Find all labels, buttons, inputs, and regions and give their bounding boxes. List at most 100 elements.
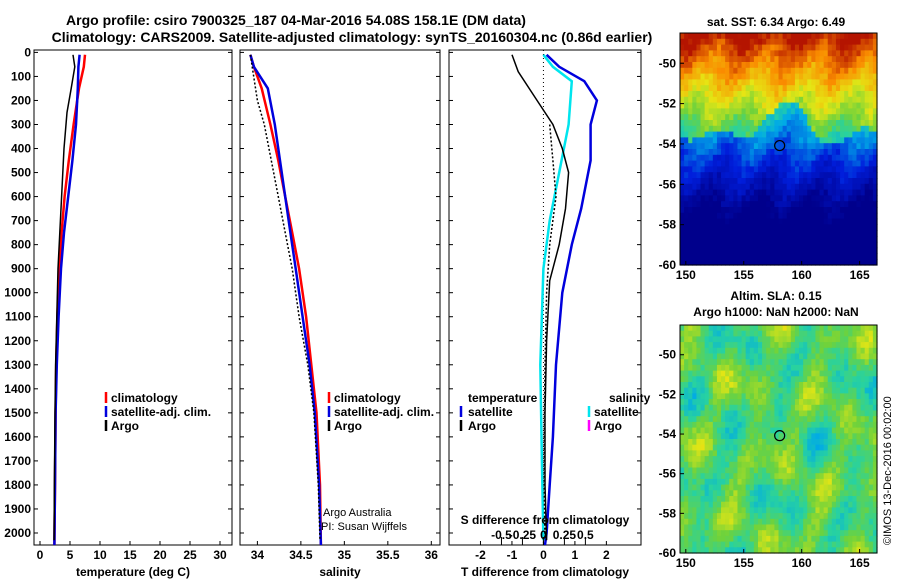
map-cell <box>708 212 714 220</box>
map-cell <box>757 67 763 75</box>
map-cell <box>721 490 726 497</box>
map-cell <box>700 56 706 63</box>
map-cell <box>786 131 792 138</box>
map-cell <box>704 73 710 80</box>
map-cell <box>700 50 706 57</box>
map-cell <box>757 178 763 185</box>
map-cell <box>840 467 845 474</box>
map-cell <box>692 73 698 80</box>
map-cell <box>766 535 771 543</box>
map-cell <box>856 195 862 202</box>
map-cell <box>684 125 689 133</box>
map-cell <box>803 114 808 121</box>
map-cell <box>778 102 784 109</box>
map-cell <box>852 44 858 51</box>
map-cell <box>786 259 792 266</box>
map-cell <box>835 259 841 266</box>
map-cell <box>819 247 825 254</box>
map-cell <box>753 50 759 57</box>
map-cell <box>815 50 821 57</box>
map-cell <box>815 507 821 514</box>
map-cell <box>704 439 710 446</box>
map-cell <box>807 473 812 480</box>
map-cell <box>827 108 833 115</box>
map-cell <box>799 38 804 46</box>
map-cell <box>803 247 808 254</box>
lon-tick-label: 160 <box>792 268 812 282</box>
map-cell <box>819 154 825 162</box>
map-cell <box>803 518 808 526</box>
map-cell <box>786 79 792 86</box>
map-cell <box>733 131 739 138</box>
map-cell <box>770 56 775 63</box>
map-cell <box>831 404 837 412</box>
map-cell <box>708 524 714 531</box>
map-cell <box>737 96 743 104</box>
map-cell <box>831 530 837 537</box>
map-cell <box>725 513 730 520</box>
map-cell <box>708 376 714 383</box>
map-cell <box>786 518 792 526</box>
map-cell <box>872 370 878 377</box>
map-cell <box>729 421 734 429</box>
map-cell <box>831 96 837 104</box>
depth-tick-label: 500 <box>11 166 31 180</box>
map-cell <box>680 342 685 349</box>
sst-map-title: sat. SST: 6.34 Argo: 6.49 <box>707 15 846 29</box>
map-cell <box>782 114 788 121</box>
map-cell <box>721 330 726 337</box>
map-cell <box>848 236 853 243</box>
map-cell <box>749 393 755 400</box>
map-cell <box>790 79 796 86</box>
map-cell <box>803 79 808 86</box>
map-cell <box>757 38 763 46</box>
map-cell <box>819 484 825 491</box>
map-cell <box>860 461 866 469</box>
map-cell <box>762 33 767 40</box>
map-cell <box>737 154 743 162</box>
map-cell <box>700 230 706 237</box>
map-cell <box>868 535 874 543</box>
map-cell <box>749 513 755 520</box>
map-cell <box>708 62 714 69</box>
map-cell <box>819 125 825 133</box>
map-cell <box>745 166 751 173</box>
map-cell <box>712 387 718 394</box>
map-cell <box>692 427 698 434</box>
map-cell <box>712 353 718 360</box>
map-cell <box>753 172 759 179</box>
map-cell <box>721 189 726 196</box>
map-cell <box>811 347 817 355</box>
map-cell <box>856 456 862 463</box>
map-cell <box>688 473 693 480</box>
map-cell <box>794 467 800 474</box>
map-cell <box>782 137 788 144</box>
map-cell <box>704 62 710 69</box>
map-cell <box>844 38 849 46</box>
map-cell <box>840 62 845 69</box>
map-cell <box>753 490 759 497</box>
map-cell <box>848 547 853 554</box>
map-cell <box>721 224 726 231</box>
map-cell <box>692 178 698 185</box>
map-cell <box>700 507 706 514</box>
map-cell <box>684 218 689 225</box>
map-cell <box>716 353 722 360</box>
map-cell <box>757 183 763 191</box>
map-cell <box>680 541 685 548</box>
map-cell <box>823 218 829 225</box>
map-cell <box>872 330 878 337</box>
map-cell <box>844 461 849 469</box>
map-cell <box>745 189 751 196</box>
map-cell <box>680 172 685 179</box>
map-cell <box>745 382 751 389</box>
depth-tick-label: 900 <box>11 262 31 276</box>
legend-label: satellite <box>594 405 639 419</box>
map-cell <box>704 50 710 57</box>
map-cell <box>811 62 817 69</box>
map-cell <box>864 247 870 254</box>
map-cell <box>688 38 693 46</box>
map-cell <box>807 518 812 526</box>
map-cell <box>852 102 858 109</box>
map-cell <box>762 201 767 208</box>
